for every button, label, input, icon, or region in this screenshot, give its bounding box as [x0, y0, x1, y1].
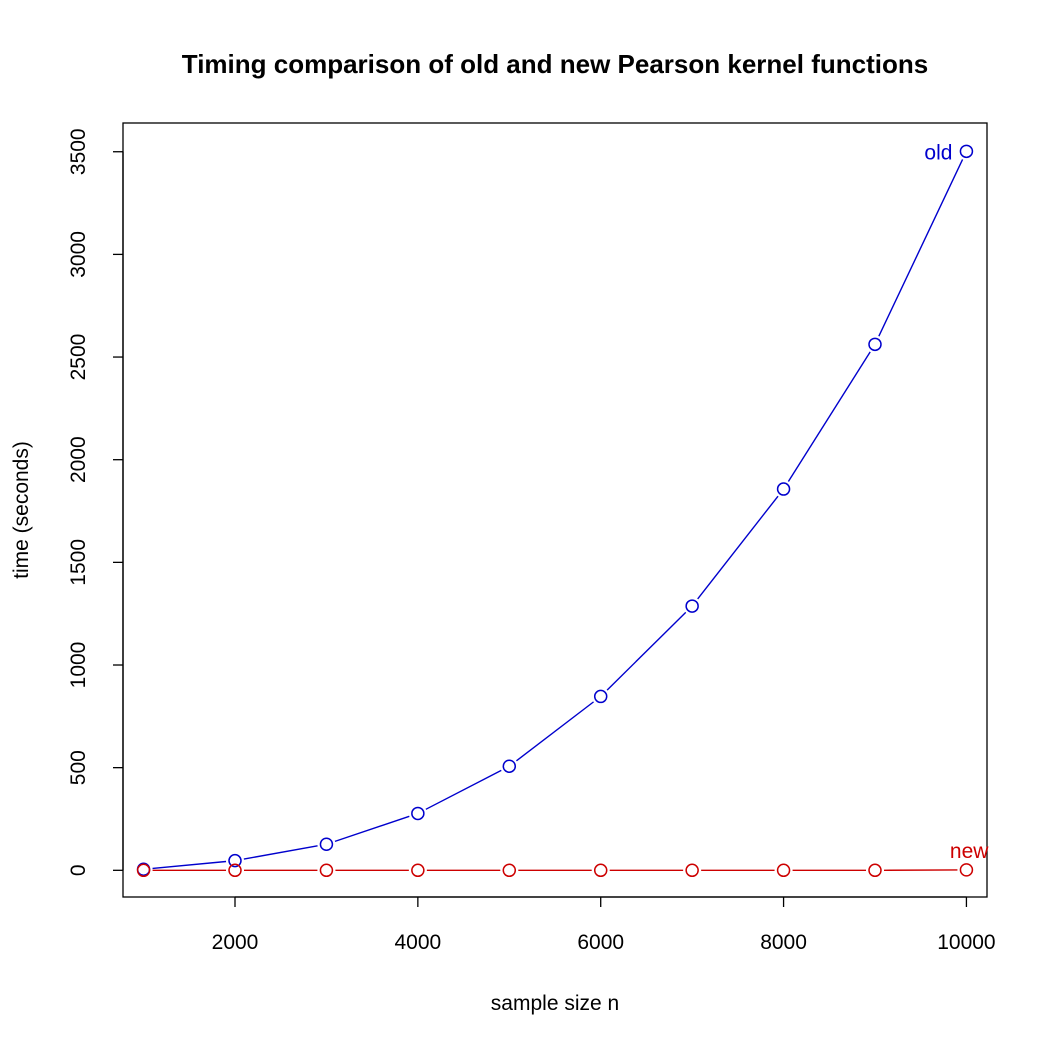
data-point — [686, 864, 698, 876]
series-line-segment — [788, 352, 870, 482]
data-point — [412, 864, 424, 876]
data-point — [503, 864, 515, 876]
x-tick-label: 10000 — [937, 931, 995, 954]
data-point — [412, 807, 424, 819]
x-axis-label: sample size n — [491, 992, 619, 1015]
x-tick-label: 8000 — [760, 931, 807, 954]
x-tick-label: 2000 — [212, 931, 259, 954]
data-point — [869, 338, 881, 350]
data-point — [503, 760, 515, 772]
series-line-segment — [879, 159, 963, 336]
series-line-segment — [516, 702, 593, 761]
series-line-segment — [244, 846, 318, 859]
data-point — [138, 864, 150, 876]
data-point — [778, 864, 790, 876]
data-point — [869, 864, 881, 876]
series-line-segment — [698, 496, 778, 599]
data-point — [320, 838, 332, 850]
data-point — [595, 690, 607, 702]
series-line-segment — [426, 770, 501, 809]
series-layer: old new — [138, 141, 990, 876]
series-line-segment — [153, 862, 227, 869]
y-tick-label: 1500 — [67, 539, 90, 586]
y-axis-label: time (seconds) — [10, 441, 33, 579]
series-new: new — [138, 840, 990, 876]
data-point — [320, 864, 332, 876]
x-axis: 2000 4000 6000 8000 10000 — [212, 897, 996, 954]
series-line-segment — [607, 612, 686, 690]
data-point — [595, 864, 607, 876]
data-point — [778, 483, 790, 495]
chart-title: Timing comparison of old and new Pearson… — [182, 49, 928, 79]
y-tick-label: 3000 — [67, 231, 90, 278]
data-point — [686, 600, 698, 612]
y-tick-label: 0 — [67, 864, 90, 876]
y-tick-label: 3500 — [67, 128, 90, 175]
series-label-old: old — [924, 141, 952, 164]
series-label-new: new — [950, 840, 989, 863]
data-point — [960, 145, 972, 157]
x-tick-label: 6000 — [577, 931, 624, 954]
plot-frame — [123, 123, 987, 897]
x-tick-label: 4000 — [394, 931, 441, 954]
series-old: old — [138, 141, 973, 875]
y-tick-label: 500 — [67, 750, 90, 785]
y-tick-label: 2000 — [67, 436, 90, 483]
y-tick-label: 1000 — [67, 642, 90, 689]
y-axis: 0 500 1000 1500 2000 2500 3000 3500 — [67, 128, 123, 876]
data-point — [960, 864, 972, 876]
series-line-segment — [335, 816, 409, 841]
y-tick-label: 2500 — [67, 334, 90, 381]
